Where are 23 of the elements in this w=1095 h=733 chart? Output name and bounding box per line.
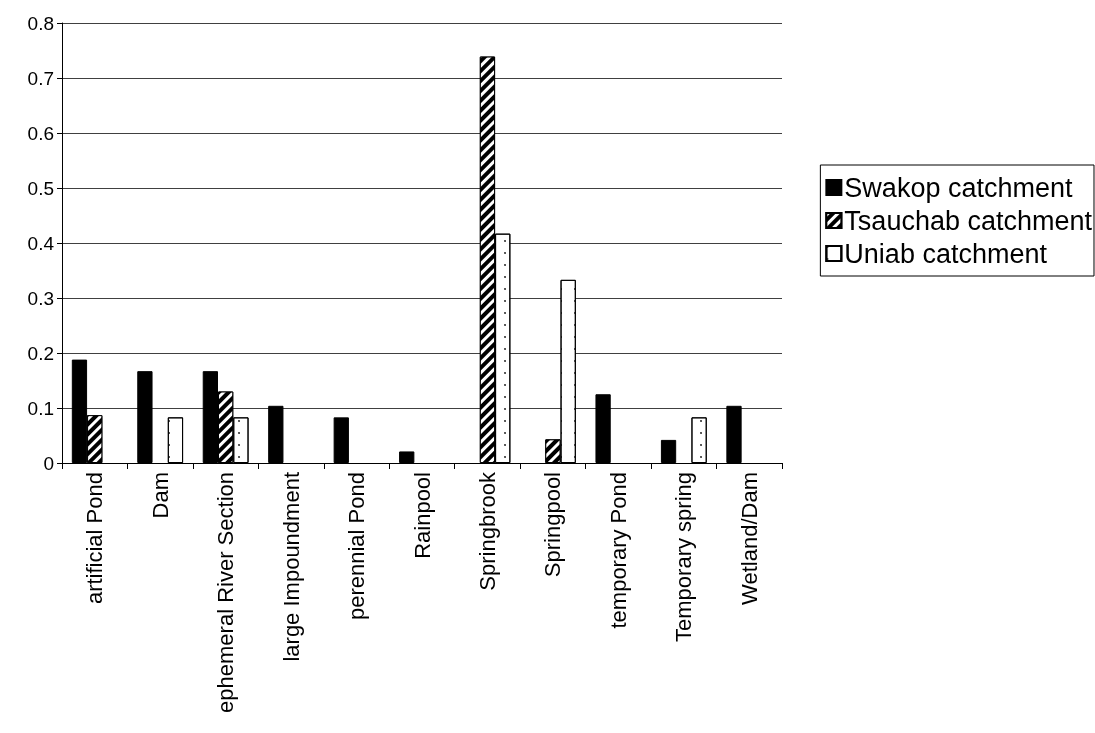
x-tick-label: perennial Pond xyxy=(344,472,370,621)
x-tick-label: Springbrook xyxy=(474,471,500,591)
legend-label: Tsauchab catchment xyxy=(844,205,1093,236)
y-tick-label: 0.3 xyxy=(27,287,54,309)
x-tick-label: Springpool xyxy=(540,472,566,578)
x-tick-label: Dam xyxy=(147,472,173,519)
legend-label: Swakop catchment xyxy=(844,172,1073,203)
legend-label: Uniab catchment xyxy=(844,238,1048,269)
x-tick-label: large Impoundment xyxy=(278,472,304,662)
y-tick-label: 0.1 xyxy=(27,397,54,419)
y-tick-label: 0.8 xyxy=(27,12,54,34)
y-tick-label: 0 xyxy=(43,452,54,474)
y-tick-label: 0.6 xyxy=(27,122,54,144)
x-tick-label: ephemeral River Section xyxy=(213,472,239,713)
y-tick-label: 0.5 xyxy=(27,177,54,199)
y-tick-label: 0.2 xyxy=(27,342,54,364)
x-tick-label: Wetland/Dam xyxy=(736,472,762,605)
y-tick-label: 0.4 xyxy=(27,232,55,254)
x-tick-label: temporary Pond xyxy=(605,472,631,629)
y-tick-label: 0.7 xyxy=(27,67,54,89)
x-tick-label: Temporary spring xyxy=(671,472,697,642)
x-tick-label: artificial Pond xyxy=(82,472,108,605)
x-tick-label: Rainpool xyxy=(409,472,435,559)
